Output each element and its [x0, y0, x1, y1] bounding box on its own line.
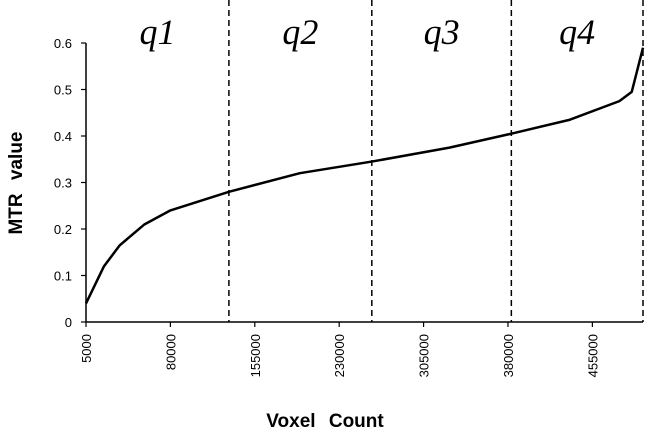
x-axis-title: Voxel Count [266, 411, 384, 432]
y-tick-label: 0.5 [54, 83, 72, 98]
y-tick-label: 0.1 [54, 269, 72, 284]
y-tick-label: 0.2 [54, 222, 72, 237]
quartile-label: q2 [282, 12, 318, 52]
x-tick-label: 380000 [501, 334, 516, 377]
y-tick-label: 0.6 [54, 36, 72, 51]
y-tick-label: 0.4 [54, 129, 72, 144]
x-tick-label: 80000 [163, 334, 178, 370]
x-tick-label: 230000 [332, 334, 347, 377]
quartile-label: q3 [424, 12, 460, 52]
x-tick-label: 155000 [248, 334, 263, 377]
data-line [84, 47, 645, 304]
y-tick-label: 0 [65, 315, 72, 330]
y-axis-title: MTR value [6, 131, 27, 234]
y-tick-label: 0.3 [54, 176, 72, 191]
quartile-label: q4 [559, 12, 595, 52]
x-tick-label: 5000 [79, 334, 94, 363]
quartile-label: q1 [139, 12, 175, 52]
x-tick-label: 305000 [417, 334, 432, 377]
x-tick-label: 455000 [585, 334, 600, 377]
